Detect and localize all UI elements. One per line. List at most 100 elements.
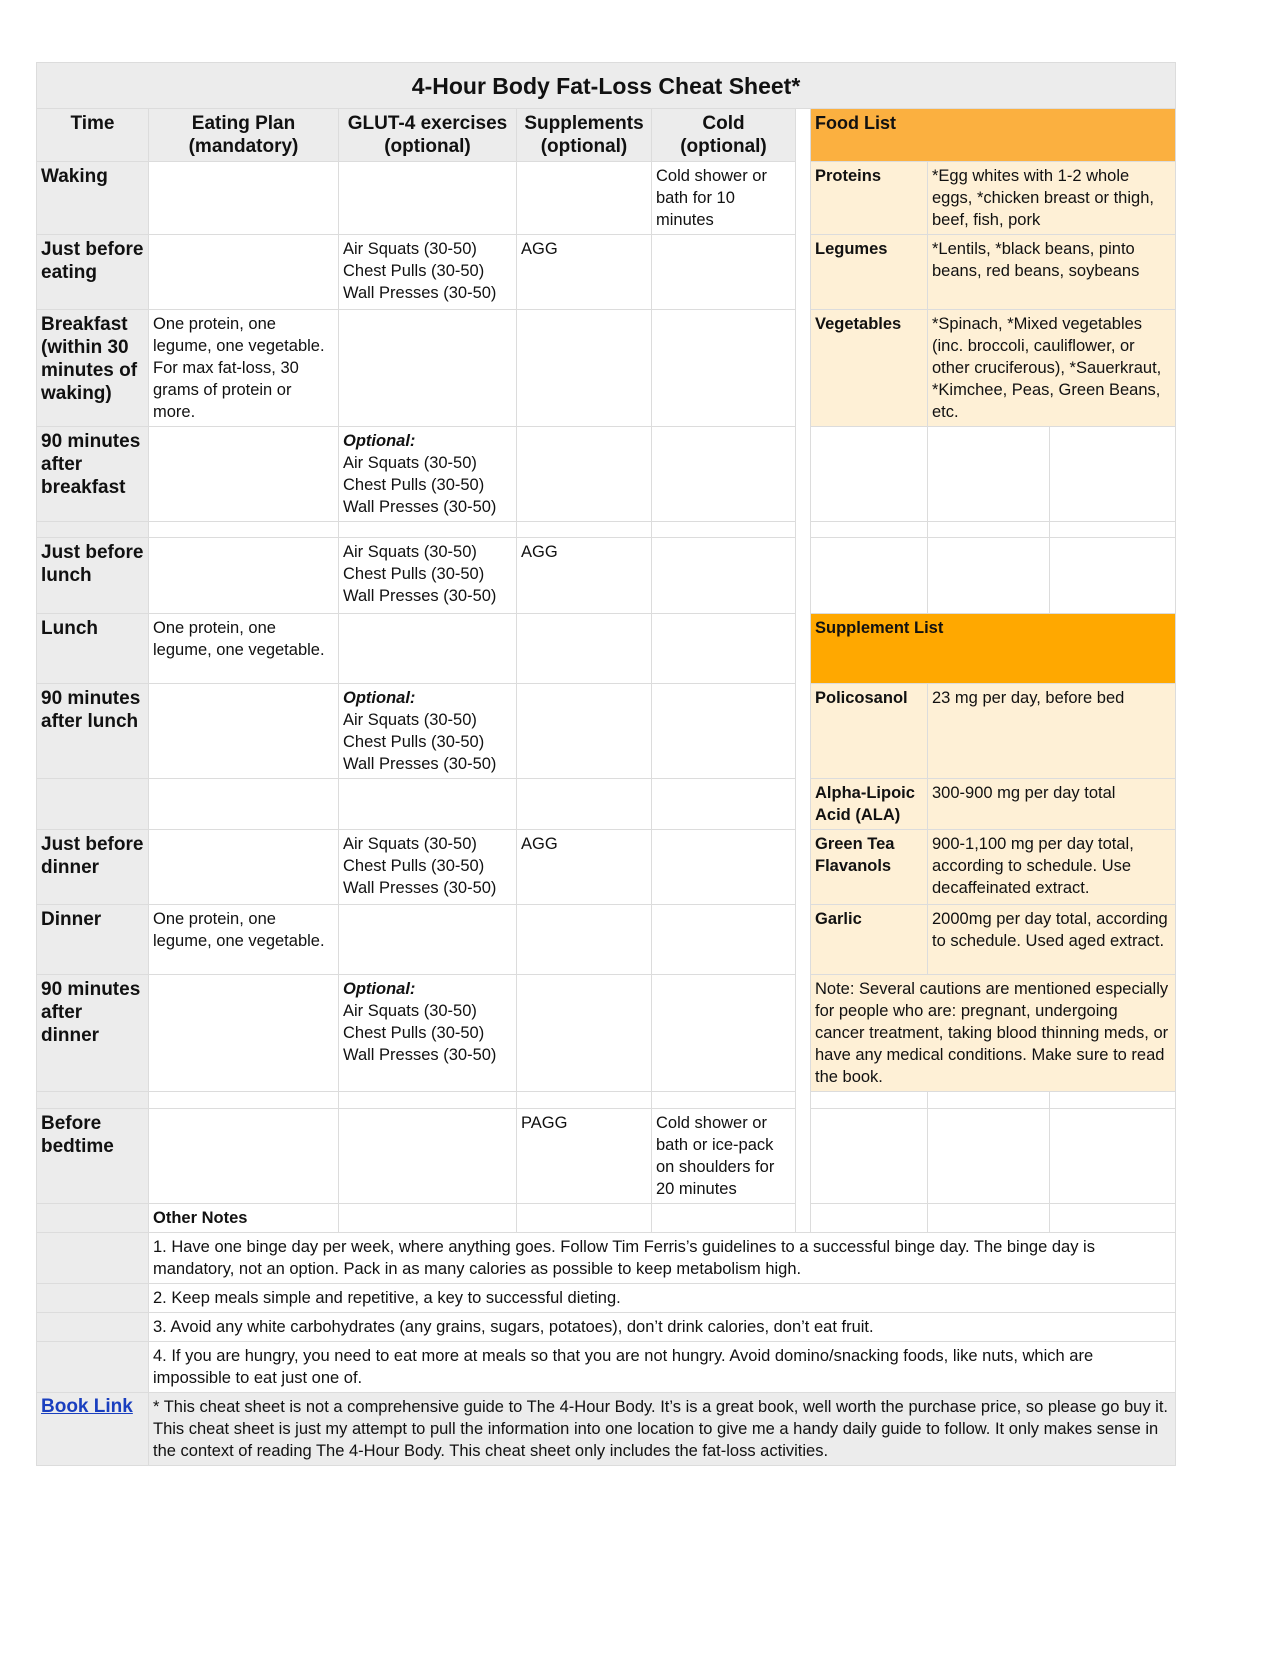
supplement-dose: 300-900 mg per day total	[926, 778, 1177, 830]
eating-plan-cell	[148, 161, 339, 235]
eating-plan-cell	[148, 683, 339, 779]
supplement-name: Policosanol	[810, 683, 928, 779]
time-label: Dinner	[36, 904, 149, 975]
food-items: *Spinach, *Mixed vegetables (inc. brocco…	[926, 309, 1177, 427]
book-link[interactable]: Book Link	[41, 1396, 133, 1417]
cold-cell	[651, 309, 796, 427]
gap-cell	[795, 1091, 811, 1109]
gap-cell	[795, 161, 811, 235]
glut4-cell	[338, 521, 517, 538]
optional-label: Optional:	[343, 980, 416, 998]
time-label	[36, 778, 149, 830]
empty-cell	[651, 1203, 796, 1233]
supplements-cell	[516, 309, 652, 427]
gap-cell	[795, 613, 811, 684]
table-row: Alpha-Lipoic Acid (ALA) 300-900 mg per da…	[36, 778, 1177, 830]
glut4-cell	[338, 161, 517, 235]
empty-cell	[795, 1203, 811, 1233]
cold-cell	[651, 1091, 796, 1109]
cheat-sheet-table: 4-Hour Body Fat-Loss Cheat Sheet* Time Eat…	[35, 62, 1177, 1466]
glut4-cell: Air Squats (30-50) Chest Pulls (30-50) W…	[338, 829, 517, 905]
cold-cell	[651, 778, 796, 830]
supplement-note: Note: Several cautions are mentioned esp…	[809, 974, 1177, 1092]
cold-cell	[651, 426, 796, 522]
supplement-name: Green Tea Flavanols	[810, 829, 928, 905]
supplements-cell	[516, 161, 652, 235]
empty-cell	[810, 426, 928, 522]
empty-cell	[810, 1091, 928, 1109]
cold-cell	[651, 974, 796, 1092]
other-note-item: 1. Have one binge day per week, where an…	[147, 1232, 1177, 1284]
table-row	[36, 1091, 1177, 1109]
table-row: 90 minutes after lunch Optional: Air Squat…	[36, 683, 1177, 779]
time-label: Just before dinner	[36, 829, 149, 905]
eating-plan-cell	[148, 974, 339, 1092]
cold-cell	[651, 537, 796, 614]
time-label: Waking	[36, 161, 149, 235]
eating-plan-cell	[148, 778, 339, 830]
empty-cell	[927, 537, 1050, 614]
time-label: Just before eating	[36, 234, 149, 310]
supplements-cell	[516, 683, 652, 779]
gap-cell	[795, 521, 811, 538]
eating-plan-cell	[148, 537, 339, 614]
eating-plan-cell: One protein, one legume, one vegetable. …	[148, 309, 339, 427]
table-row: Book Link * This cheat sheet is not a com…	[36, 1392, 1177, 1466]
food-category: Legumes	[810, 234, 928, 310]
table-row: 4-Hour Body Fat-Loss Cheat Sheet*	[35, 62, 1177, 109]
empty-cell	[927, 1108, 1050, 1204]
time-label	[36, 1232, 149, 1284]
time-label	[36, 1341, 149, 1393]
glut4-cell	[338, 778, 517, 830]
gap-cell	[795, 108, 811, 162]
glut4-cell: Optional: Air Squats (30-50) Chest Pulls …	[338, 683, 517, 779]
empty-cell	[927, 521, 1050, 538]
empty-cell	[338, 1203, 517, 1233]
time-label: Lunch	[36, 613, 149, 684]
glut4-exercises: Air Squats (30-50) Chest Pulls (30-50) W…	[343, 835, 497, 897]
disclaimer: * This cheat sheet is not a comprehensiv…	[147, 1392, 1177, 1466]
table-row: 90 minutes after dinner Optional: Air Squa…	[36, 974, 1177, 1092]
glut4-cell	[338, 309, 517, 427]
other-note-item: 3. Avoid any white carbohydrates (any gr…	[147, 1312, 1177, 1342]
gap-cell	[795, 537, 811, 614]
table-row: 90 minutes after breakfast Optional: Air S…	[36, 426, 1177, 522]
supplement-list-header: Supplement List	[809, 613, 1177, 684]
time-label	[36, 1283, 149, 1313]
time-label	[36, 1312, 149, 1342]
eating-plan-cell	[148, 234, 339, 310]
eating-plan-cell	[148, 829, 339, 905]
table-row: Time Eating Plan (mandatory) GLUT-4 exerci…	[36, 108, 1177, 162]
cold-cell	[651, 683, 796, 779]
supplements-cell	[516, 778, 652, 830]
optional-label: Optional:	[343, 689, 416, 707]
supplements-cell	[516, 974, 652, 1092]
time-label: Just before lunch	[36, 537, 149, 614]
supplement-name: Garlic	[810, 904, 928, 975]
supplements-cell	[516, 521, 652, 538]
glut4-cell	[338, 1108, 517, 1204]
table-row	[36, 521, 1177, 538]
supplements-cell: AGG	[516, 234, 652, 310]
cold-cell	[651, 904, 796, 975]
header-cold: Cold (optional)	[651, 108, 796, 162]
glut4-cell	[338, 613, 517, 684]
gap-cell	[795, 234, 811, 310]
empty-cell	[1048, 1091, 1177, 1109]
optional-label: Optional:	[343, 432, 416, 450]
cold-cell	[651, 234, 796, 310]
header-supplements: Supplements (optional)	[516, 108, 652, 162]
empty-cell	[1048, 537, 1177, 614]
eating-plan-cell	[148, 1108, 339, 1204]
table-row: 1. Have one binge day per week, where an…	[36, 1232, 1177, 1284]
supplement-name: Alpha-Lipoic Acid (ALA)	[810, 778, 928, 830]
supplement-dose: 2000mg per day total, according to sched…	[926, 904, 1177, 975]
glut4-cell: Air Squats (30-50) Chest Pulls (30-50) W…	[338, 537, 517, 614]
gap-cell	[795, 778, 811, 830]
table-row: 2. Keep meals simple and repetitive, a k…	[36, 1283, 1177, 1313]
supplement-dose: 23 mg per day, before bed	[926, 683, 1177, 779]
gap-cell	[795, 1108, 811, 1204]
glut4-cell	[338, 904, 517, 975]
cold-cell	[651, 613, 796, 684]
glut4-exercises: Air Squats (30-50) Chest Pulls (30-50) W…	[343, 711, 497, 773]
